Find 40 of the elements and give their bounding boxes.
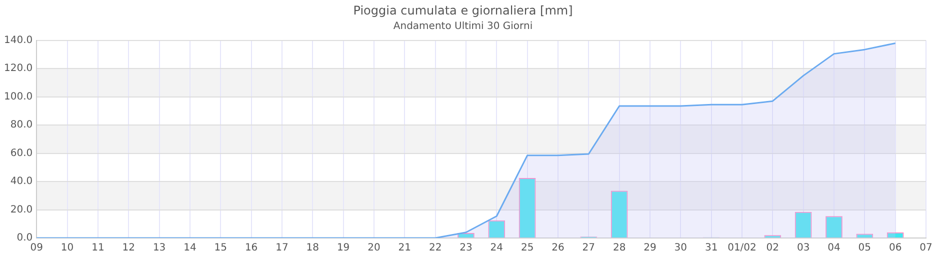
x-tick-label: 14 [184, 242, 196, 254]
x-tick-label: 09 [30, 242, 43, 254]
x-tick-label: 13 [152, 242, 166, 254]
x-tick-label: 20 [368, 242, 380, 254]
x-tick-label: 19 [336, 242, 350, 254]
x-tick-label: 10 [60, 242, 74, 254]
y-tick-label: 40.0 [10, 176, 33, 188]
x-tick-label: 25 [520, 242, 534, 254]
x-tick-label: 23 [460, 242, 472, 254]
x-tick-label: 04 [828, 242, 840, 254]
x-tick-label: 16 [244, 242, 258, 254]
x-tick-label: 26 [552, 242, 564, 254]
x-tick-label: 28 [612, 242, 626, 254]
chart-title: Pioggia cumulata e giornaliera [mm] [353, 3, 573, 18]
y-tick-label: 140.0 [4, 34, 33, 46]
x-tick-label: 03 [796, 242, 810, 254]
x-tick-label: 18 [306, 242, 320, 254]
x-tick-label: 11 [92, 242, 104, 254]
x-tick-label: 29 [644, 242, 656, 254]
chart-subtitle: Andamento Ultimi 30 Giorni [393, 20, 533, 32]
x-tick-label: 15 [214, 242, 228, 254]
x-tick-label: 05 [858, 242, 872, 254]
x-tick-label: 24 [490, 242, 504, 254]
x-tick-label: 27 [582, 242, 596, 254]
y-tick-label: 120.0 [4, 63, 33, 74]
x-tick-label: 30 [674, 242, 688, 254]
x-tick-label: 12 [122, 242, 135, 254]
y-tick-label: 60.0 [10, 148, 33, 159]
x-tick-label: 17 [276, 242, 288, 254]
x-tick-label: 01/02 [728, 242, 756, 254]
x-tick-label: 07 [920, 242, 932, 254]
y-tick-label: 20.0 [10, 204, 33, 216]
y-tick-label: 0.0 [16, 232, 33, 244]
x-tick-label: 21 [398, 242, 412, 254]
y-tick-label: 80.0 [10, 120, 33, 131]
x-tick-label: 31 [704, 242, 718, 254]
x-tick-label: 06 [888, 242, 902, 254]
x-tick-label: 22 [428, 242, 442, 254]
x-tick-label: 02 [766, 242, 780, 254]
y-tick-label: 100.0 [4, 91, 33, 102]
